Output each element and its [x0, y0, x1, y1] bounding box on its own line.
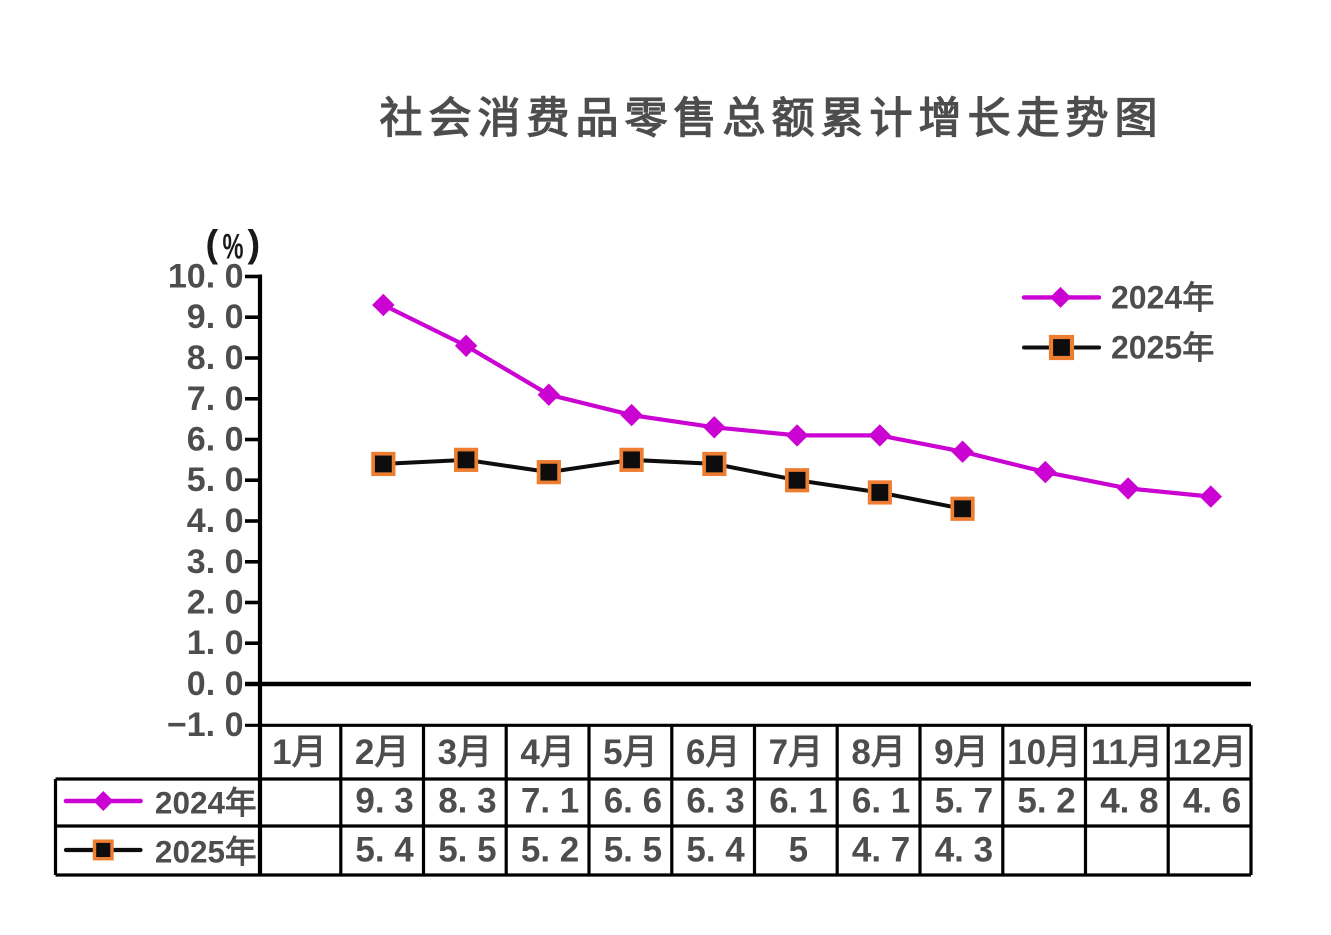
svg-text:4. 0: 4. 0: [187, 502, 244, 540]
svg-text:6. 1: 6. 1: [852, 782, 910, 821]
svg-text:2024年: 2024年: [155, 784, 257, 820]
svg-text:5. 4: 5. 4: [355, 831, 414, 870]
svg-text:5. 2: 5. 2: [1017, 782, 1075, 821]
svg-text:10月: 10月: [1007, 733, 1081, 772]
svg-text:9. 3: 9. 3: [355, 782, 413, 821]
svg-text:1月: 1月: [272, 733, 326, 772]
svg-text:6. 0: 6. 0: [187, 421, 244, 459]
svg-text:5. 0: 5. 0: [187, 461, 244, 499]
svg-text:6. 3: 6. 3: [686, 782, 744, 821]
svg-text:2024年: 2024年: [1111, 279, 1214, 315]
svg-text:0. 0: 0. 0: [187, 665, 244, 703]
svg-text:2. 0: 2. 0: [187, 584, 244, 622]
svg-text:2025年: 2025年: [1111, 330, 1214, 366]
svg-text:7. 0: 7. 0: [187, 380, 244, 418]
svg-text:5. 2: 5. 2: [521, 831, 579, 870]
svg-text:): ): [248, 224, 261, 266]
svg-text:8. 3: 8. 3: [438, 782, 496, 821]
svg-text:10. 0: 10. 0: [168, 258, 244, 296]
svg-text:4. 7: 4. 7: [852, 831, 910, 870]
svg-text:5月: 5月: [603, 733, 657, 772]
svg-text:6月: 6月: [686, 733, 740, 772]
svg-text:8. 0: 8. 0: [187, 339, 244, 377]
svg-text:1. 0: 1. 0: [187, 624, 244, 662]
svg-text:3月: 3月: [438, 733, 492, 772]
svg-text:7月: 7月: [769, 733, 823, 772]
svg-text:8月: 8月: [851, 733, 905, 772]
svg-text:6. 6: 6. 6: [604, 782, 662, 821]
svg-text:5: 5: [789, 831, 808, 870]
svg-text:4月: 4月: [520, 733, 574, 772]
svg-text:9月: 9月: [934, 733, 988, 772]
svg-text:9. 0: 9. 0: [187, 298, 244, 336]
svg-text:(: (: [206, 224, 219, 266]
svg-text:4. 3: 4. 3: [935, 831, 993, 870]
svg-text:12月: 12月: [1173, 733, 1247, 772]
svg-text:5. 4: 5. 4: [686, 831, 745, 870]
svg-text:−1. 0: −1. 0: [167, 706, 244, 744]
svg-text:5. 5: 5. 5: [604, 831, 662, 870]
svg-text:%: %: [223, 227, 244, 266]
svg-text:2025年: 2025年: [155, 833, 257, 869]
svg-text:5. 5: 5. 5: [438, 831, 496, 870]
svg-text:5. 7: 5. 7: [935, 782, 993, 821]
svg-text:11月: 11月: [1091, 733, 1163, 772]
svg-text:7. 1: 7. 1: [521, 782, 579, 821]
svg-text:4. 8: 4. 8: [1100, 782, 1158, 821]
svg-text:2月: 2月: [355, 733, 409, 772]
svg-text:4. 6: 4. 6: [1183, 782, 1241, 821]
svg-text:6. 1: 6. 1: [769, 782, 827, 821]
svg-text:3. 0: 3. 0: [187, 543, 244, 581]
